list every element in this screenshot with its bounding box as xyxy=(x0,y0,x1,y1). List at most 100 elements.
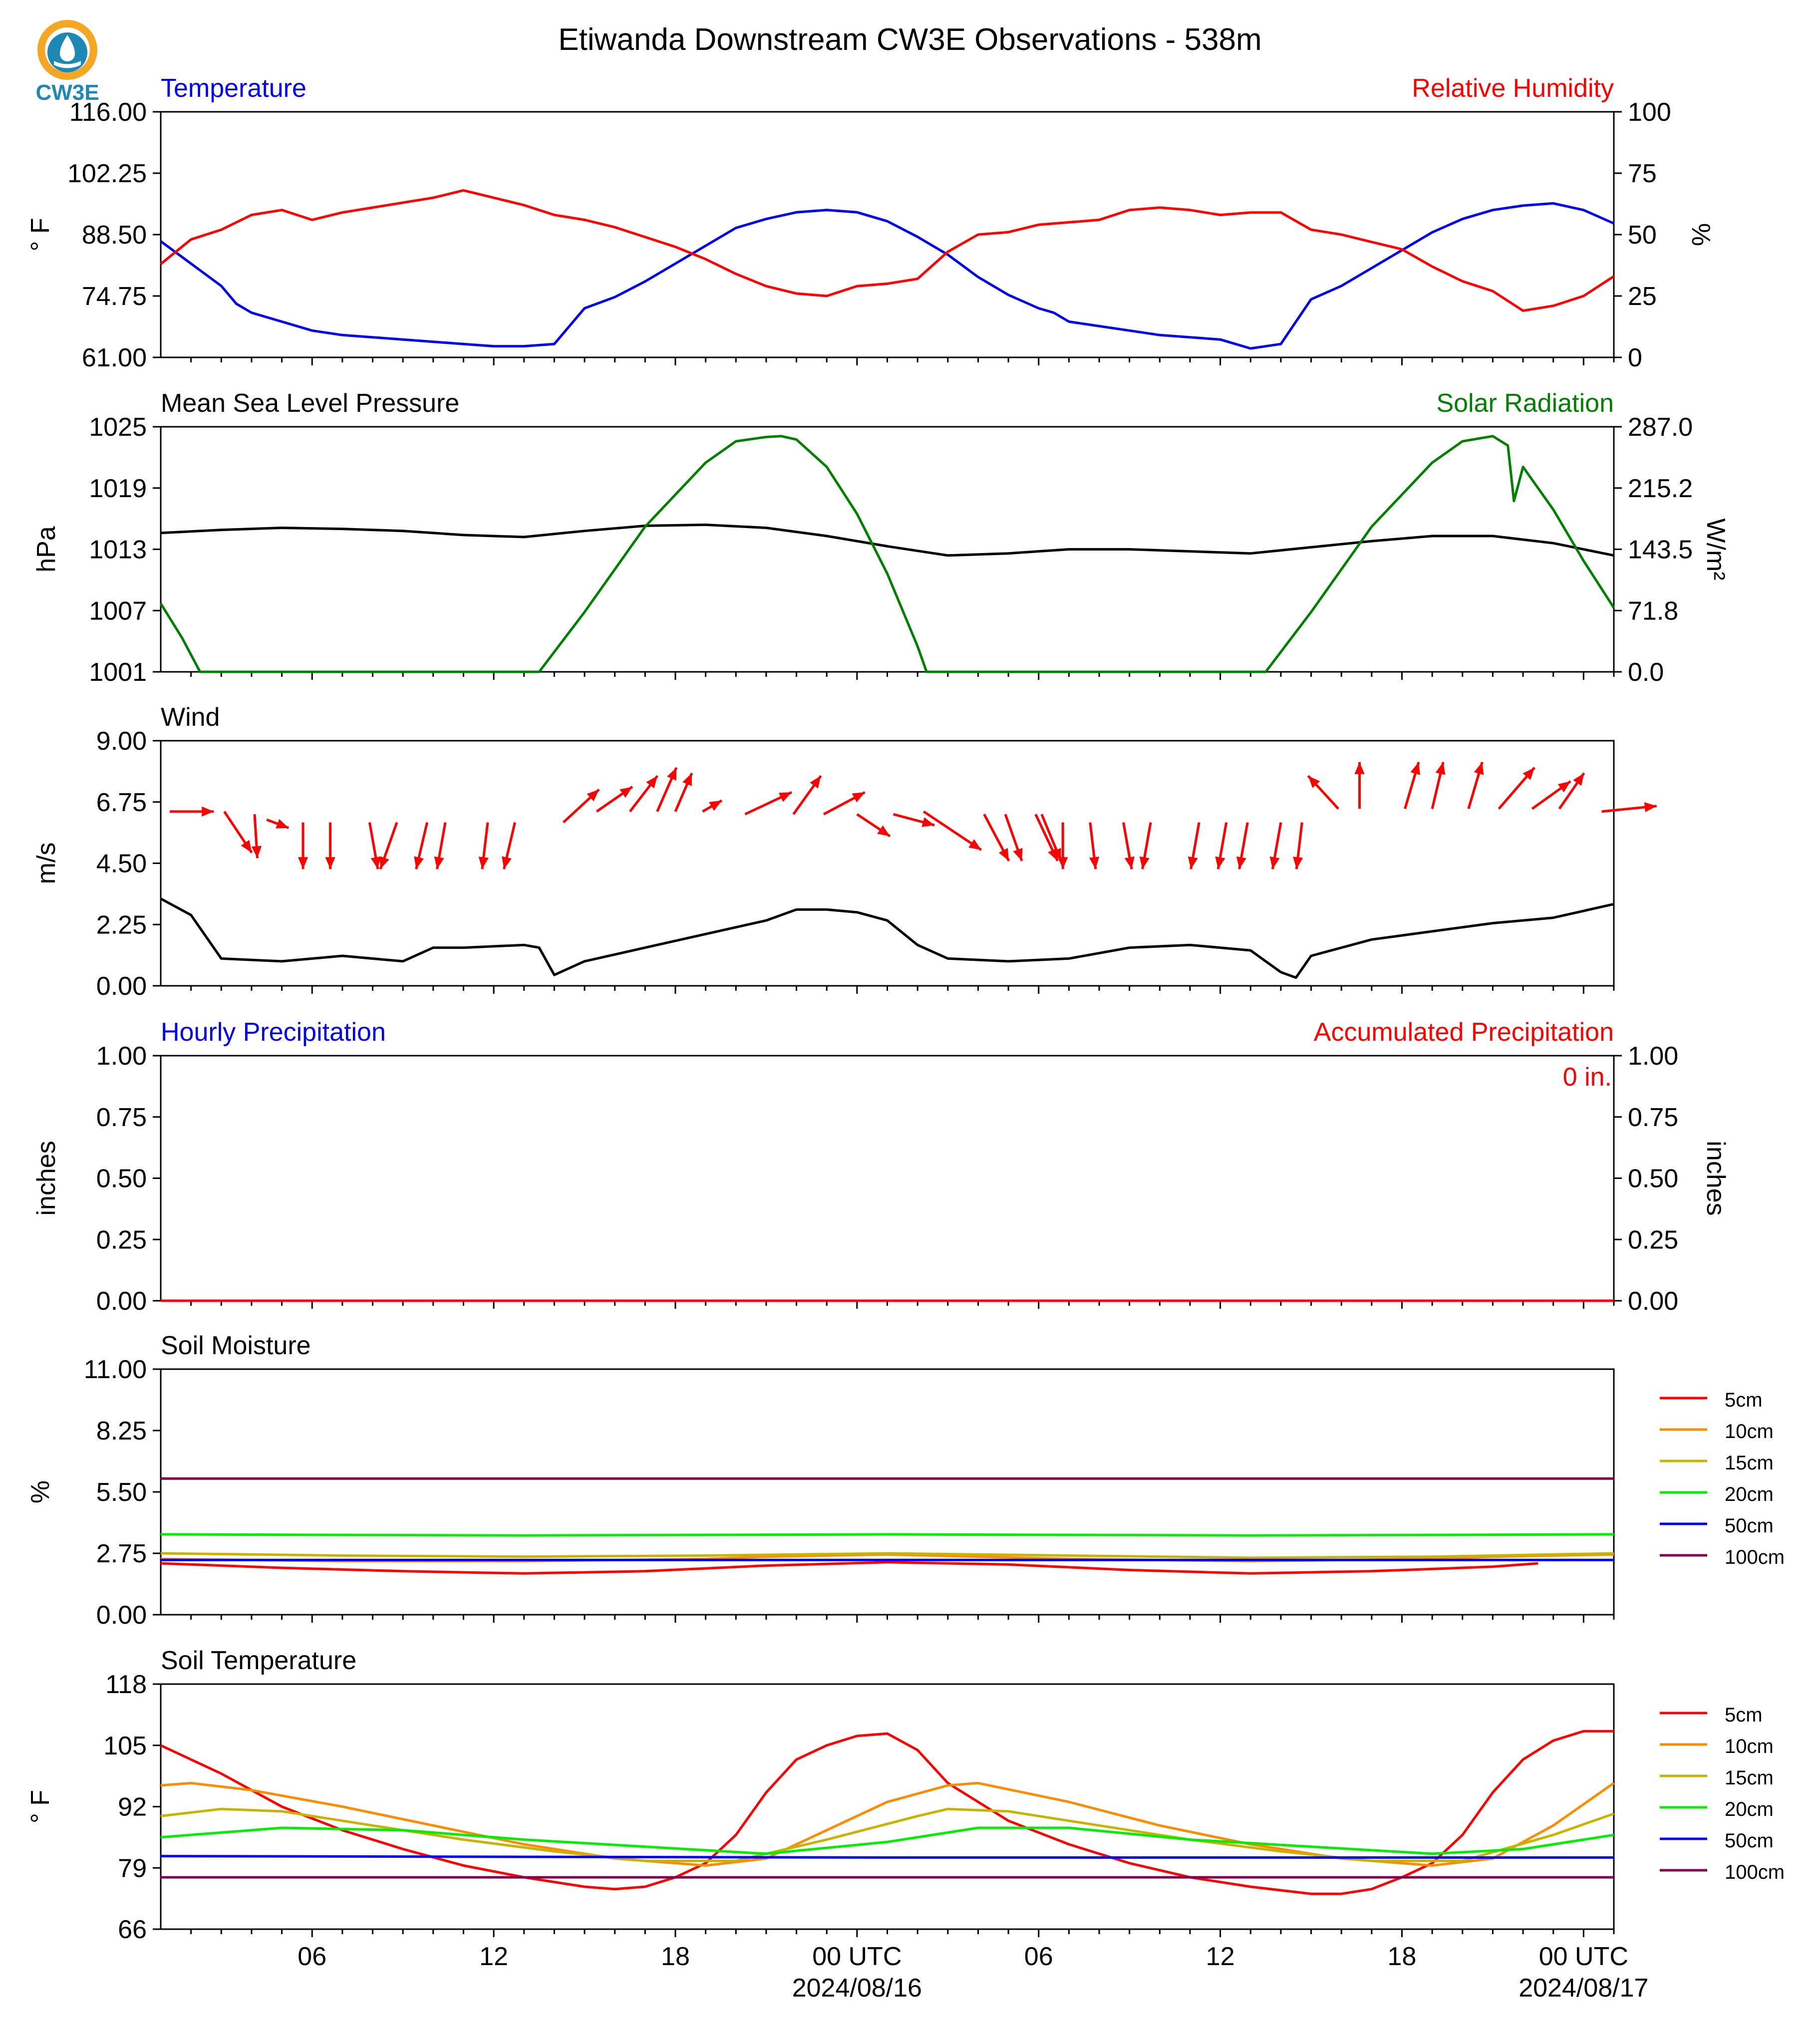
series-line-soil_temp-0 xyxy=(160,1730,1614,1895)
series-line-pressure_solar-0 xyxy=(160,523,1614,557)
wind-arrow-head xyxy=(1215,856,1225,869)
legend-soil_moisture: 5cm 10cm 15cm 20cm 50cm 100cm xyxy=(1660,1389,1785,1568)
panel-label-left: Hourly Precipitation xyxy=(161,1018,386,1047)
series-line-soil_temp-3 xyxy=(160,1826,1614,1855)
y-tick-label-left: 79 xyxy=(118,1854,147,1883)
panel-label-left: Temperature xyxy=(161,74,306,103)
x-date-label: 2024/08/16 xyxy=(792,1974,922,2003)
wind-arrow-head xyxy=(251,846,262,859)
y-tick-label-right: 0.00 xyxy=(1628,1287,1678,1316)
y-tick-label-right: 71.8 xyxy=(1628,596,1678,625)
wind-arrow-head xyxy=(1573,773,1584,786)
legend-label: 50cm xyxy=(1725,1515,1774,1537)
y-tick-label-left: 1.00 xyxy=(96,1042,147,1071)
panel-label-left: Mean Sea Level Pressure xyxy=(161,389,459,418)
panel-pressure_solar: 1025 1019 1013 1007 1001 287.0 215.2 143.5 71.8 0… xyxy=(32,389,1730,687)
legend-label: 20cm xyxy=(1725,1483,1774,1505)
accumulated-value: 0 in. xyxy=(1563,1063,1612,1092)
panel-frame xyxy=(160,111,1615,358)
panel-frame xyxy=(160,1368,1615,1616)
y-tick-label-left: 1019 xyxy=(89,474,147,503)
y-tick-label-left: 9.00 xyxy=(96,727,147,756)
x-tick-label: 00 UTC xyxy=(812,1942,902,1971)
x-tick-label: 00 UTC xyxy=(1539,1942,1628,1971)
x-tick-label: 18 xyxy=(1388,1942,1417,1971)
y-tick-label-left: 6.75 xyxy=(96,788,147,817)
y-tick-label-left: 74.75 xyxy=(82,282,147,311)
x-date-label: 2024/08/17 xyxy=(1518,1974,1648,2003)
legend-label: 10cm xyxy=(1725,1736,1774,1757)
wind-arrow-head xyxy=(379,856,389,869)
panel-label-right: Accumulated Precipitation xyxy=(1314,1018,1614,1047)
panel-frame xyxy=(160,1683,1615,1930)
wind-arrow-head xyxy=(852,792,865,803)
wind-arrow-head xyxy=(502,856,512,869)
wind-arrow-head xyxy=(241,840,252,853)
series-line-soil_temp-2 xyxy=(160,1807,1614,1862)
legend-label: 100cm xyxy=(1725,1861,1785,1883)
wind-arrow-head xyxy=(709,800,722,811)
wind-arrow-head xyxy=(1474,762,1484,775)
legend-label: 15cm xyxy=(1725,1452,1774,1474)
y-tick-label-left: 0.00 xyxy=(96,972,147,1001)
y-axis-label-right: % xyxy=(1686,223,1715,246)
y-tick-label-left: 2.75 xyxy=(96,1539,147,1568)
wind-arrow-head xyxy=(478,857,489,869)
cw3e-logo: CW3E xyxy=(30,15,105,105)
y-tick-label-left: 11.00 xyxy=(84,1355,147,1384)
wind-arrow-head xyxy=(968,839,981,850)
wind-arrow-head xyxy=(1058,857,1068,869)
wind-arrow-head xyxy=(587,789,600,802)
y-tick-label-left: 8.25 xyxy=(96,1417,147,1446)
wind-arrow-head xyxy=(921,817,935,827)
series-line-soil_moisture-3 xyxy=(160,1533,1614,1537)
wind-arrow-head xyxy=(325,857,335,869)
wind-arrow-head xyxy=(298,857,308,869)
y-tick-label-left: 92 xyxy=(118,1793,147,1822)
y-tick-label-right: 0.50 xyxy=(1628,1164,1678,1193)
wind-arrow-head xyxy=(667,767,677,781)
wind-arrow-head xyxy=(1269,856,1280,869)
wind-arrow-head xyxy=(1557,781,1571,793)
y-axis-label-left: m/s xyxy=(32,843,61,884)
legend-label: 100cm xyxy=(1725,1546,1785,1568)
y-axis-label-left: inches xyxy=(32,1141,61,1215)
y-tick-label-left: 1025 xyxy=(89,413,147,442)
y-tick-label-left: 0.00 xyxy=(96,1287,147,1316)
x-tick-label: 18 xyxy=(661,1942,690,1971)
legend-label: 5cm xyxy=(1725,1389,1763,1411)
y-tick-label-left: 61.00 xyxy=(82,343,147,372)
y-tick-label-right: 100 xyxy=(1628,98,1671,127)
legend-label: 15cm xyxy=(1725,1767,1774,1789)
wind-arrow-head xyxy=(370,856,381,869)
y-tick-label-left: 0.00 xyxy=(96,1601,147,1630)
wind-arrow-head xyxy=(1644,802,1657,813)
legend-label: 10cm xyxy=(1725,1421,1774,1443)
wind-arrow-head xyxy=(877,825,890,837)
series-line-soil_temp-4 xyxy=(160,1855,1614,1859)
y-tick-label-left: 116.00 xyxy=(69,98,147,127)
panel-wind: 9.00 6.75 4.50 2.25 0.00 Wind m/s xyxy=(32,703,1615,1001)
y-axis-label-left: ° F xyxy=(26,1790,55,1823)
series-line-soil_temp-1 xyxy=(160,1781,1615,1867)
y-tick-label-left: 102.25 xyxy=(67,159,147,188)
panel-label-right: Relative Humidity xyxy=(1412,74,1614,103)
panel-label-left: Soil Temperature xyxy=(161,1646,356,1675)
wind-arrow-head xyxy=(1354,762,1365,774)
wind-arrow-head xyxy=(1188,856,1198,869)
y-tick-label-left: 0.75 xyxy=(96,1103,147,1132)
panel-precip: 1.00 0.75 0.50 0.25 0.00 1.00 0.75 0.50 0.25 0.00… xyxy=(32,1018,1730,1316)
cw3e-logo-icon: CW3E xyxy=(35,20,99,105)
y-tick-label-left: 5.50 xyxy=(96,1478,147,1507)
wind-arrow-head xyxy=(202,806,214,817)
panel-label-left: Soil Moisture xyxy=(161,1331,311,1360)
legend-label: 50cm xyxy=(1725,1830,1774,1852)
panel-soil_moisture: 11.00 8.25 5.50 2.75 0.00 Soil Moisture% xyxy=(26,1331,1615,1630)
series-line-temp_rh-1 xyxy=(160,189,1615,312)
wind-arrow-head xyxy=(1236,856,1246,869)
y-axis-label-left: ° F xyxy=(26,218,55,251)
series-line-temp_rh-0 xyxy=(160,202,1615,350)
y-tick-label-right: 0.75 xyxy=(1628,1103,1678,1132)
y-tick-label-left: 2.25 xyxy=(96,910,147,939)
